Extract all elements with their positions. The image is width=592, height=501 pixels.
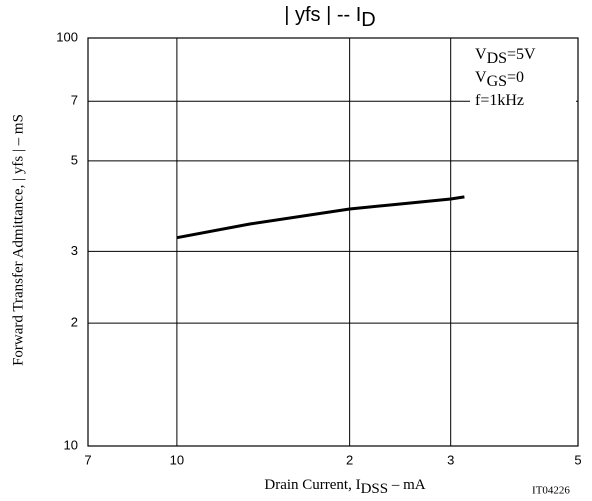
annotation: VDS=5V — [475, 46, 536, 67]
x-tick-label: 7 — [84, 452, 91, 467]
y-tick-label: 5 — [71, 152, 78, 167]
x-label-sub: DSS — [361, 481, 389, 497]
x-tick-label: 3 — [447, 452, 454, 467]
x-axis-label: Drain Current, IDSS – mA — [264, 477, 425, 497]
annotation: f=1kHz — [475, 92, 524, 109]
annotation: VGS=0 — [475, 69, 524, 90]
annotation-background — [470, 45, 576, 111]
annotation-main: f=1kHz — [475, 92, 524, 109]
annotation-rest: =0 — [507, 69, 524, 86]
x-tick-label: 10 — [170, 452, 184, 467]
data-line — [176, 195, 465, 240]
y-tick-label: 100 — [56, 29, 78, 44]
y-tick-label: 10 — [64, 437, 78, 452]
annotation-rest: =5V — [507, 46, 536, 63]
title-main: | yfs | -- I — [284, 4, 361, 26]
figure-code: IT04226 — [532, 485, 570, 497]
x-label-rest: – mA — [388, 477, 426, 493]
x-label-main: Drain Current, I — [264, 477, 360, 493]
title-sub: D — [361, 9, 375, 31]
y-tick-label: 2 — [71, 315, 78, 330]
plot-frame — [87, 37, 579, 447]
annotation-main: V — [475, 69, 487, 86]
annotation-sub: GS — [487, 73, 507, 90]
y-tick-label: 7 — [71, 93, 78, 108]
chart-title: | yfs | -- ID — [284, 4, 376, 31]
y-tick-label: 3 — [71, 243, 78, 258]
y-axis-label: Forward Transfer Admittance, | yfs | – m… — [10, 114, 26, 366]
x-tick-label: 5 — [574, 452, 581, 467]
annotation-main: V — [475, 46, 487, 63]
annotation-sub: DS — [487, 50, 507, 67]
x-tick-label: 2 — [346, 452, 353, 467]
